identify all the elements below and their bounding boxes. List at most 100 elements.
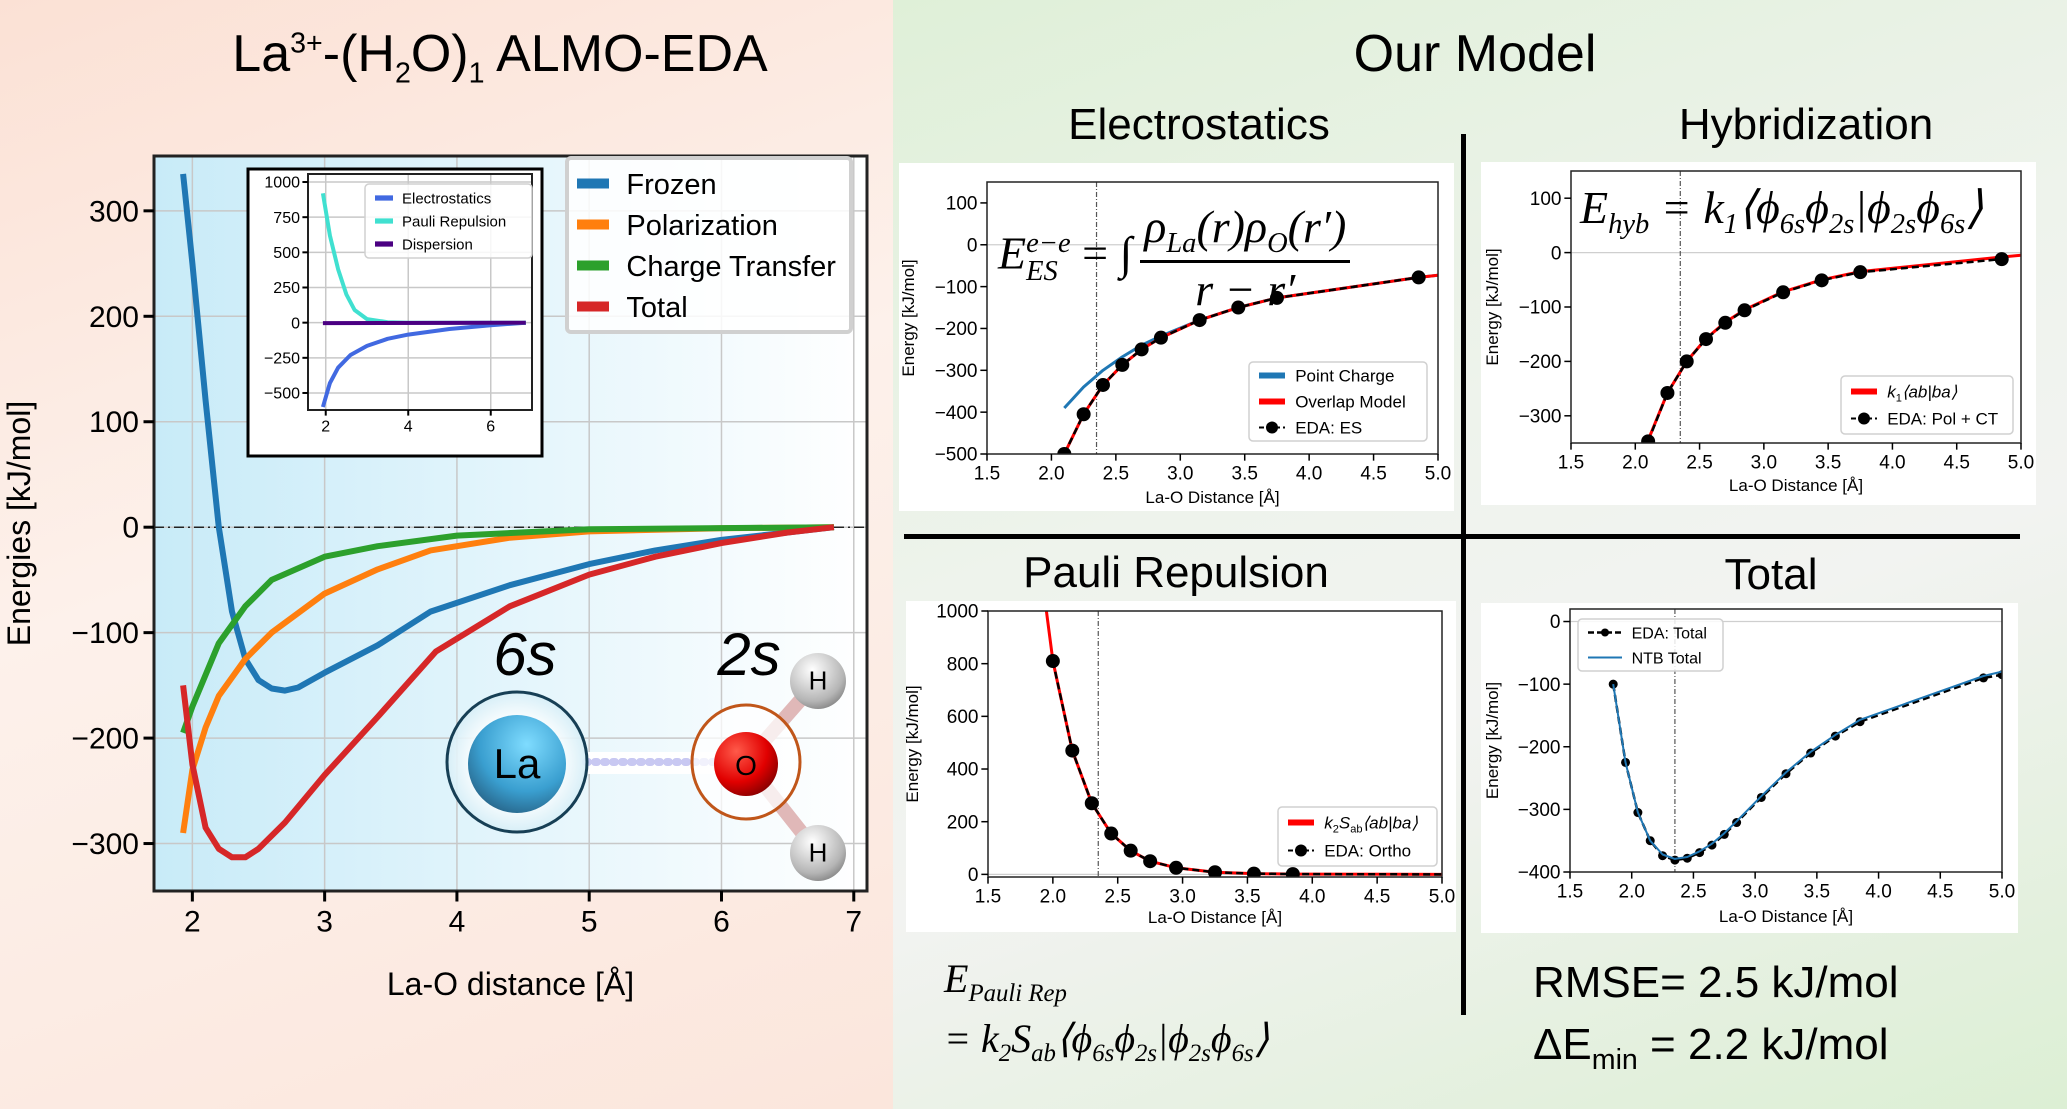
formula-sub: 6s: [1939, 209, 1966, 241]
h-atom-label: H: [808, 665, 828, 696]
formula-sub: 2: [998, 1040, 1012, 1067]
formula-part: S: [1011, 1016, 1032, 1061]
legend-label: Frozen: [626, 169, 716, 201]
title-part: O): [410, 25, 469, 83]
total-title: Total: [1724, 550, 1818, 599]
legend-label-part: ab: [1350, 824, 1362, 836]
y-tick-label: 0: [122, 512, 139, 545]
formula-part: ϕ: [1916, 182, 1940, 233]
title-part: La: [232, 25, 291, 83]
data-point: [1153, 330, 1168, 345]
h-atom-bottom: [790, 825, 846, 881]
formula-part: = k: [944, 1016, 999, 1061]
data-point: [1737, 303, 1752, 318]
x-axis-label: La-O distance [Å]: [387, 966, 634, 1002]
series-line-ntb-total: [1612, 670, 2002, 860]
delta-e-min-stat: ΔEmin = 2.2 kJ/mol: [1533, 1020, 1889, 1077]
legend-marker: [1266, 421, 1278, 434]
data-point: [1853, 265, 1868, 280]
x-tick-label: 3.0: [1751, 453, 1777, 474]
x-tick-label: 2.0: [1038, 464, 1064, 485]
y-tick-label: −500: [264, 386, 300, 403]
y-tick-label: 200: [89, 301, 139, 334]
stat-part: = 2.2 kJ/mol: [1637, 1020, 1889, 1069]
formula-sub: ab: [1031, 1040, 1056, 1067]
y-tick-label: 500: [273, 245, 300, 262]
legend-label: EDA: ES: [1295, 419, 1362, 438]
data-point: [1718, 315, 1733, 330]
y-tick-label: 0: [1551, 243, 1562, 264]
data-point: [1134, 342, 1149, 357]
legend-label: Electrostatics: [402, 190, 491, 207]
series-group: [1608, 670, 2002, 865]
total-chart: 1.5 2.0 2.5 3.0 3.5 4.0 4.5 5.0 −400 −300 −200 −100…: [1483, 608, 2015, 926]
legend-label-part: S: [1339, 814, 1351, 833]
h-atom-label: H: [808, 837, 828, 868]
y-tick-label: 100: [946, 194, 978, 215]
formula-part: (r′): [1287, 201, 1347, 252]
la-atom: [468, 715, 566, 813]
data-point: [1123, 843, 1138, 858]
x-tick-label: 4: [404, 419, 413, 436]
legend-label: Charge Transfer: [626, 251, 836, 283]
o-2s-label: 2s: [717, 621, 781, 688]
x-tick-label: 5.0: [1425, 464, 1451, 485]
y-tick-label: 0: [968, 865, 979, 886]
x-tick-label: 2: [321, 419, 330, 436]
legend-label: Pauli Repulsion: [402, 213, 506, 230]
y-tick-label: −100: [1519, 298, 1562, 319]
legend: Frozen Polarization Charge Transfer Total: [565, 156, 853, 334]
y-tick-label: 0: [967, 235, 978, 256]
legend-label: Total: [626, 292, 687, 324]
y-tick-label: −200: [71, 723, 139, 756]
formula-sub: 2s: [1135, 1040, 1158, 1067]
x-tick-label: 6: [713, 906, 730, 939]
hybridization-title: Hybridization: [1678, 100, 1934, 149]
stat-part: ΔE: [1533, 1020, 1592, 1069]
formula-part: E: [998, 227, 1027, 279]
formula-sub: 2s: [1188, 1040, 1211, 1067]
x-tick-label: 3.0: [1742, 882, 1768, 903]
y-tick-label: 750: [273, 210, 300, 227]
x-tick-label: 4: [449, 906, 466, 939]
formula-part: |ϕ: [1854, 182, 1891, 233]
x-tick-label: 6: [486, 419, 495, 436]
hybridization-formula: Ehyb = k1⟨ϕ6sϕ2s|ϕ2sϕ6s⟩: [1580, 180, 1983, 241]
formula-sub: La: [1166, 228, 1197, 260]
formula-fraction: ρLa(r)ρO(r′) r − r′: [1140, 200, 1351, 316]
x-tick-label: 3.5: [1815, 453, 1841, 474]
data-point: [1641, 434, 1656, 443]
x-tick-label: 2.5: [1105, 887, 1131, 908]
data-point: [1169, 860, 1184, 875]
title-part: ALMO-EDA: [484, 25, 768, 83]
x-tick-label: 4.5: [1364, 887, 1390, 908]
data-point: [1076, 407, 1091, 422]
o-atom-label: O: [735, 750, 757, 781]
legend-box: [1840, 375, 2014, 435]
formula-part: = ∫: [1082, 227, 1133, 279]
series-line-eda-es: [1063, 276, 1419, 454]
y-tick-label: −300: [71, 828, 139, 861]
legend-marker: [1295, 844, 1307, 857]
title-part: -(H: [322, 25, 395, 83]
series-group: [320, 192, 526, 408]
y-tick-label: 300: [89, 195, 139, 228]
inset-chart: 2 4 6 −500 −250 0 250 500 750 1000 Electrostatics P…: [246, 167, 544, 458]
formula-part: ϕ: [1805, 182, 1829, 233]
pauli-chart: 1.5 2.0 2.5 3.0 3.5 4.0 4.5 5.0 0 200 400 600 800 100…: [903, 602, 1455, 927]
y-tick-label: −100: [71, 617, 139, 650]
legend-label-part: k: [1887, 383, 1897, 402]
y-tick-label: −200: [1519, 352, 1562, 373]
axes-frame: [987, 610, 1443, 878]
formula-part: ⟩: [1253, 1016, 1270, 1061]
formula-part: ρ: [1144, 201, 1167, 252]
y-tick-label: 1000: [936, 602, 978, 623]
data-point: [1660, 385, 1675, 400]
legend-label-part: k: [1324, 814, 1334, 833]
formula-part: E: [1580, 182, 1609, 233]
legend-label: Polarization: [626, 210, 778, 242]
data-point: [1208, 865, 1222, 877]
data-point: [1699, 332, 1713, 347]
x-tick-label: 4.0: [1865, 882, 1891, 903]
